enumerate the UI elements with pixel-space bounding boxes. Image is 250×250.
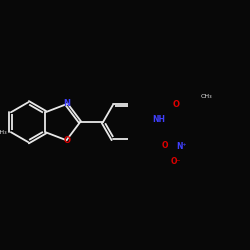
Text: CH₃: CH₃	[200, 94, 212, 100]
Text: O: O	[63, 136, 70, 145]
Text: CH₃: CH₃	[0, 130, 8, 136]
Text: NH: NH	[152, 114, 165, 124]
Text: O⁻: O⁻	[171, 157, 181, 166]
Text: O: O	[161, 141, 168, 150]
Text: N: N	[63, 99, 70, 108]
Text: O: O	[172, 100, 180, 109]
Text: N⁺: N⁺	[176, 142, 186, 151]
